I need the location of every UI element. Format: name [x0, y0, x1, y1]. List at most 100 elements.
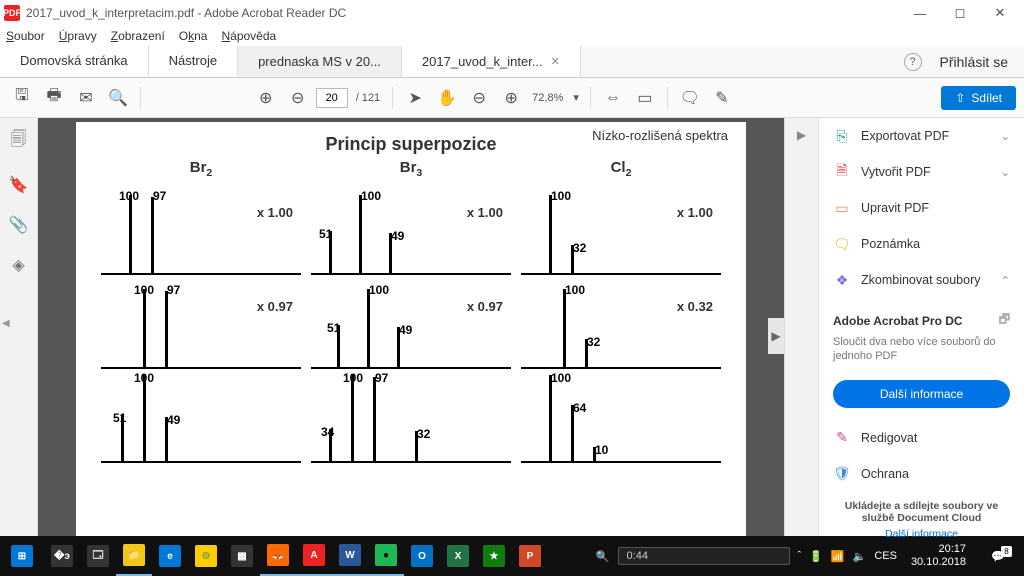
panel-toggle-rail[interactable]: ▶: [784, 118, 818, 536]
app-icon: ⚙: [195, 545, 217, 567]
tool-item[interactable]: 🛡Ochrana: [819, 456, 1024, 492]
taskbar-app[interactable]: A: [296, 536, 332, 576]
zoom-value[interactable]: 72,8%: [529, 92, 566, 104]
pointer-icon[interactable]: ➤: [401, 84, 429, 112]
document-tabs: Domovská stránka Nástroje prednaska MS v…: [0, 46, 1024, 78]
taskbar-app[interactable]: ⊞: [0, 536, 44, 576]
cloud-link[interactable]: Další informace: [831, 528, 1012, 540]
wifi-icon[interactable]: 📶: [831, 550, 845, 563]
clock[interactable]: 20:17 30.10.2018: [905, 543, 972, 569]
menu-help[interactable]: Nápověda: [221, 29, 276, 43]
app-icon: e: [159, 545, 181, 567]
system-tray: 🔍 ˆ 🔋 📶 🔈 CES 20:17 30.10.2018 💬 8: [588, 543, 1024, 569]
taskbar-app[interactable]: ▦: [224, 536, 260, 576]
peak-label: 97: [167, 283, 180, 297]
page-input[interactable]: [316, 88, 348, 108]
taskbar-search[interactable]: [618, 547, 790, 565]
app-icon: ●: [375, 544, 397, 566]
search-chevron-icon[interactable]: 🔍: [596, 550, 610, 563]
multiplier-label: x 1.00: [257, 205, 293, 220]
mail-icon[interactable]: ✉: [72, 84, 100, 112]
language-indicator[interactable]: CES: [874, 550, 897, 562]
help-icon[interactable]: ?: [904, 53, 922, 71]
taskbar-app[interactable]: ★: [476, 536, 512, 576]
notification-icon[interactable]: 💬 8: [980, 550, 1016, 563]
attachment-icon[interactable]: 📎: [9, 215, 29, 235]
tool-item[interactable]: 🗎Vytvořit PDF⌄: [819, 154, 1024, 190]
taskbar-app[interactable]: W: [332, 536, 368, 576]
tab-home[interactable]: Domovská stránka: [0, 46, 149, 77]
tab-close-icon[interactable]: ✕: [551, 55, 560, 68]
peak-bar: [549, 375, 552, 461]
next-page-arrow[interactable]: ▶: [768, 318, 784, 354]
login-link[interactable]: Přihlásit se: [940, 54, 1008, 70]
taskbar-app[interactable]: e: [152, 536, 188, 576]
taskbar-app[interactable]: 📁: [116, 536, 152, 576]
window-titlebar: PDF 2017_uvod_k_interpretacim.pdf - Adob…: [0, 0, 1024, 26]
taskbar-app[interactable]: P: [512, 536, 548, 576]
hand-icon[interactable]: ✋: [433, 84, 461, 112]
tool-item[interactable]: 🗨Poznámka: [819, 226, 1024, 262]
taskbar-app[interactable]: X: [440, 536, 476, 576]
menu-window[interactable]: Okna: [179, 29, 208, 43]
menu-view[interactable]: Zobrazení: [111, 29, 165, 43]
zoom-in-icon[interactable]: ⊕: [497, 84, 525, 112]
peak-label: 32: [587, 335, 600, 349]
promo-button[interactable]: Další informace: [833, 380, 1010, 408]
taskbar-app[interactable]: 🦊: [260, 536, 296, 576]
maximize-button[interactable]: ◻: [940, 0, 980, 26]
volume-icon[interactable]: 🔈: [853, 550, 867, 563]
save-icon[interactable]: 🖫: [8, 84, 36, 112]
thumbnails-icon[interactable]: 🗐: [11, 128, 27, 155]
highlight-icon[interactable]: ✎: [708, 84, 736, 112]
taskbar-app[interactable]: O: [404, 536, 440, 576]
search-icon[interactable]: 🔍: [104, 84, 132, 112]
battery-icon[interactable]: 🔋: [809, 550, 823, 563]
peak-label: 100: [119, 189, 139, 203]
spectrum-heading: Cl2: [521, 159, 721, 179]
close-button[interactable]: ✕: [980, 0, 1020, 26]
share-button[interactable]: ⇧ Sdílet: [941, 86, 1016, 110]
taskbar-app[interactable]: ⚙: [188, 536, 224, 576]
zoom-chevron-icon[interactable]: ▾: [570, 91, 582, 104]
tab-doc2[interactable]: 2017_uvod_k_inter...✕: [402, 46, 581, 77]
tab-tools[interactable]: Nástroje: [149, 46, 238, 77]
tool-label: Redigovat: [861, 431, 917, 445]
taskbar-app[interactable]: ●: [368, 536, 404, 576]
menu-file[interactable]: Soubor: [6, 29, 45, 43]
fit-width-icon[interactable]: ⇔: [599, 84, 627, 112]
tool-label: Poznámka: [861, 237, 920, 251]
taskbar-app[interactable]: 🗔: [80, 536, 116, 576]
tool-item[interactable]: ✎Redigovat: [819, 420, 1024, 456]
tray-up-icon[interactable]: ˆ: [798, 550, 802, 562]
tool-item[interactable]: ▭Upravit PDF: [819, 190, 1024, 226]
tool-label: Exportovat PDF: [861, 129, 949, 143]
page-up-icon[interactable]: ⊕: [252, 84, 280, 112]
clock-time: 20:17: [911, 543, 966, 556]
layers-icon[interactable]: ◈: [12, 255, 24, 275]
clock-date: 30.10.2018: [911, 556, 966, 569]
minimize-button[interactable]: —: [900, 0, 940, 26]
menu-edit[interactable]: Úpravy: [59, 29, 97, 43]
bookmark-icon[interactable]: 🔖: [9, 175, 29, 195]
tool-item[interactable]: ❖Zkombinovat soubory⌃: [819, 262, 1024, 298]
app-icon: �э: [51, 545, 73, 567]
left-nav-rail: 🗐 🔖 📎 ◈ ◀: [0, 118, 38, 536]
comment-icon[interactable]: 🗨: [676, 84, 704, 112]
zoom-out-icon[interactable]: ⊖: [465, 84, 493, 112]
peak-bar: [143, 375, 146, 461]
taskbar-app[interactable]: �э: [44, 536, 80, 576]
tool-icon: ▭: [833, 199, 851, 217]
spectrum-row: x 0.3210032: [521, 277, 721, 369]
app-icon: A: [303, 544, 325, 566]
tool-label: Zkombinovat soubory: [861, 273, 981, 287]
tool-item[interactable]: ⎘Exportovat PDF⌄: [819, 118, 1024, 154]
peak-bar: [351, 375, 354, 461]
peak-label: 51: [113, 411, 126, 425]
tab-doc1[interactable]: prednaska MS v 20...: [238, 46, 402, 77]
fit-page-icon[interactable]: ▭: [631, 84, 659, 112]
print-icon[interactable]: 🖶: [40, 84, 68, 112]
page-down-icon[interactable]: ⊖: [284, 84, 312, 112]
rail-expand-icon[interactable]: ◀: [2, 318, 10, 329]
document-viewer[interactable]: ▶ Nízko-rozlišená spektra Princip superp…: [38, 118, 784, 536]
